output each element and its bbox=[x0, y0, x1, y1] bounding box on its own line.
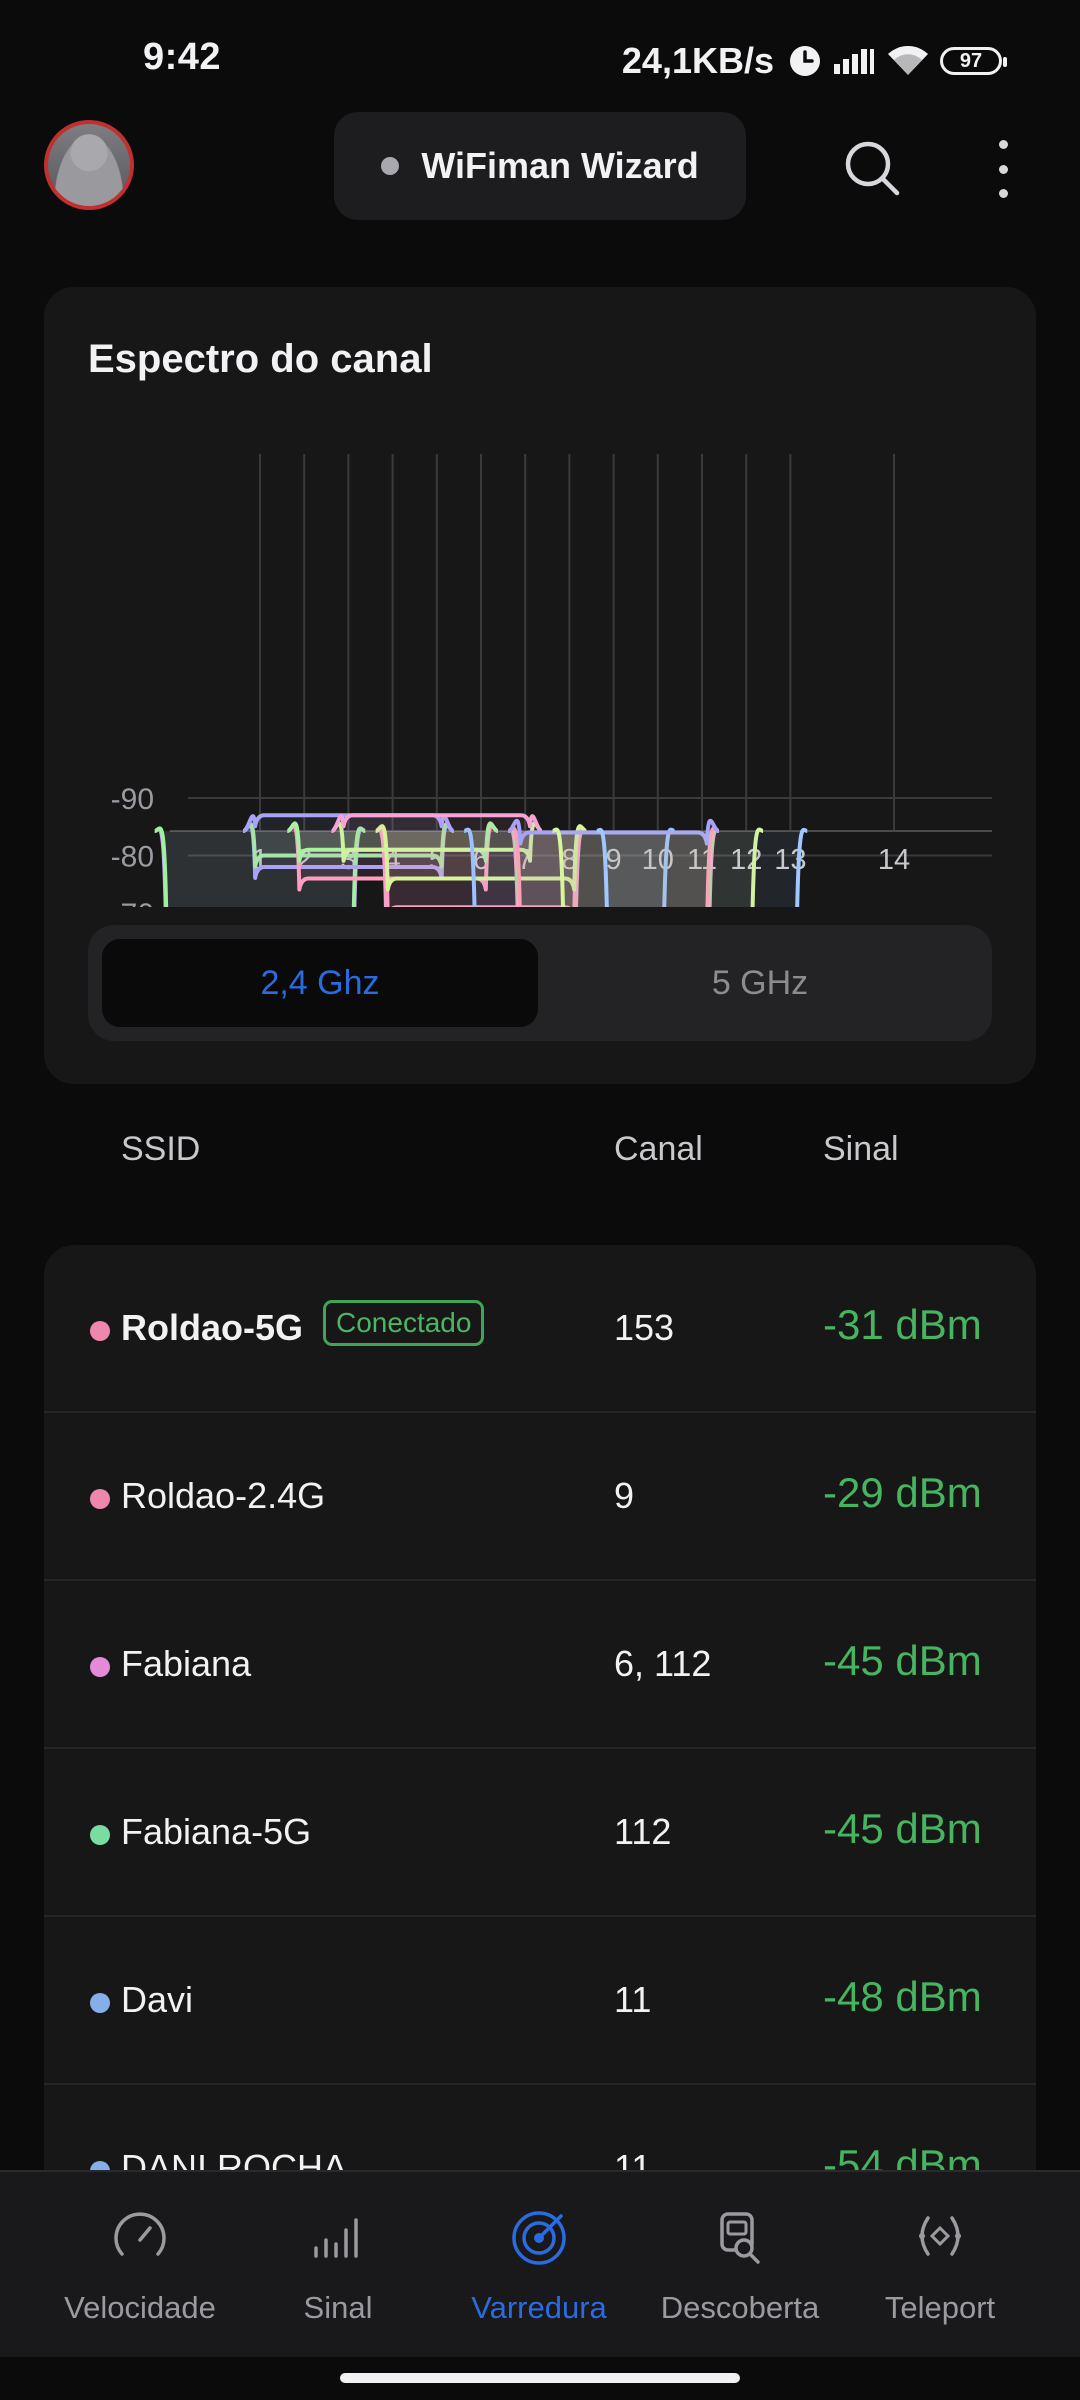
network-row[interactable]: Roldao-2.4G 9 -29 dBm bbox=[44, 1413, 1036, 1581]
search-icon[interactable] bbox=[842, 138, 902, 198]
more-vertical-icon[interactable] bbox=[985, 134, 1021, 204]
status-dot bbox=[381, 157, 400, 175]
avatar[interactable] bbox=[44, 120, 134, 210]
wifi-icon bbox=[888, 46, 928, 75]
nav-sinal[interactable]: Sinal bbox=[238, 2172, 438, 2357]
channel-curve bbox=[330, 821, 543, 863]
channel-curve bbox=[330, 813, 544, 833]
network-ssid: Fabiana bbox=[121, 1643, 252, 1684]
network-ssid: Davi bbox=[121, 1979, 194, 2020]
wizard-title: WiFiman Wizard bbox=[421, 145, 699, 186]
spectrum-card: Espectro do canal -40-50-60-70-80-901234… bbox=[44, 287, 1036, 1084]
y-tick-label: -70 bbox=[111, 898, 154, 907]
x-tick-label: 14 bbox=[878, 844, 910, 876]
network-row[interactable]: Fabiana-5G 112 -45 dBm bbox=[44, 1749, 1036, 1917]
discovery-icon bbox=[720, 2212, 760, 2264]
nav-teleport[interactable]: Teleport bbox=[840, 2172, 1040, 2357]
network-channel: 11 bbox=[614, 1979, 652, 2020]
x-tick-label: 9 bbox=[606, 844, 622, 876]
speedometer-icon bbox=[114, 2212, 166, 2256]
network-color-dot bbox=[90, 1321, 110, 1341]
network-channel: 112 bbox=[614, 1811, 672, 1852]
nav-label: Velocidade bbox=[64, 2290, 216, 2325]
y-tick-label: -80 bbox=[111, 841, 154, 874]
net-speed: 24,1KB/s bbox=[621, 40, 774, 81]
signal-bars-icon bbox=[314, 2218, 358, 2258]
network-color-dot bbox=[90, 1825, 110, 1845]
status-time: 9:42 bbox=[143, 36, 222, 78]
network-ssid: Roldao-2.4G bbox=[121, 1475, 326, 1516]
network-channel: 153 bbox=[614, 1307, 675, 1348]
network-signal: -31 dBm bbox=[823, 1301, 982, 1348]
y-tick-label: -90 bbox=[111, 783, 154, 816]
spectrum-title: Espectro do canal bbox=[88, 337, 433, 381]
column-header-canal[interactable]: Canal bbox=[614, 1130, 703, 1168]
status-bar: 9:42 24,1KB/s 97 bbox=[0, 0, 1080, 120]
network-row[interactable]: Fabiana 6, 112 -45 dBm bbox=[44, 1581, 1036, 1749]
wizard-button[interactable]: WiFiman Wizard bbox=[334, 112, 746, 220]
cell-signal-icon bbox=[834, 49, 874, 74]
network-ssid: Roldao-5G bbox=[121, 1307, 304, 1348]
nav-label: Teleport bbox=[884, 2290, 996, 2325]
network-channel: 6, 112 bbox=[614, 1643, 712, 1684]
home-indicator[interactable] bbox=[340, 2373, 740, 2383]
nav-descoberta[interactable]: Descoberta bbox=[640, 2172, 840, 2357]
nav-label: Varredura bbox=[471, 2290, 607, 2325]
nav-label: Sinal bbox=[303, 2290, 373, 2325]
bottom-navigation: Velocidade Sinal Varredura Descoberta bbox=[0, 2170, 1080, 2357]
band-toggle[interactable]: 2,4 Ghz 5 GHz bbox=[88, 925, 992, 1041]
network-signal: -48 dBm bbox=[823, 1973, 982, 2020]
battery-indicator: 97 bbox=[940, 47, 1007, 75]
nav-varredura[interactable]: Varredura bbox=[439, 2172, 639, 2357]
nav-velocidade[interactable]: Velocidade bbox=[40, 2172, 240, 2357]
network-row[interactable]: Davi 11 -48 dBm bbox=[44, 1917, 1036, 2085]
nav-label: Descoberta bbox=[660, 2290, 820, 2325]
channel-curve bbox=[596, 827, 808, 907]
network-signal: -45 dBm bbox=[823, 1805, 982, 1852]
network-list: Roldao-5G Conectado 153 -31 dBm Roldao-2.4G 9… bbox=[44, 1245, 1036, 2245]
radar-icon bbox=[512, 2211, 566, 2265]
network-channel: 9 bbox=[614, 1475, 635, 1516]
status-icons: 24,1KB/s 97 bbox=[621, 36, 1007, 86]
channel-curve bbox=[507, 818, 720, 846]
column-header-ssid[interactable]: SSID bbox=[121, 1130, 201, 1168]
network-color-dot bbox=[90, 1489, 110, 1509]
teleport-icon bbox=[919, 2216, 961, 2256]
connected-badge: Conectado bbox=[323, 1300, 485, 1346]
x-tick-label: 12 bbox=[730, 844, 762, 876]
network-ssid: Fabiana-5G bbox=[121, 1811, 312, 1852]
network-color-dot bbox=[90, 1657, 110, 1677]
network-row[interactable]: Roldao-5G Conectado 153 -31 dBm bbox=[44, 1245, 1036, 1413]
network-signal: -45 dBm bbox=[823, 1637, 982, 1684]
band-2-4ghz-tab[interactable]: 2,4 Ghz bbox=[102, 939, 538, 1027]
clock-icon bbox=[790, 46, 820, 76]
band-5ghz-tab[interactable]: 5 GHz bbox=[711, 963, 809, 1002]
network-color-dot bbox=[90, 1993, 110, 2013]
network-signal: -29 dBm bbox=[823, 1469, 982, 1516]
column-header-sinal[interactable]: Sinal bbox=[823, 1130, 899, 1168]
